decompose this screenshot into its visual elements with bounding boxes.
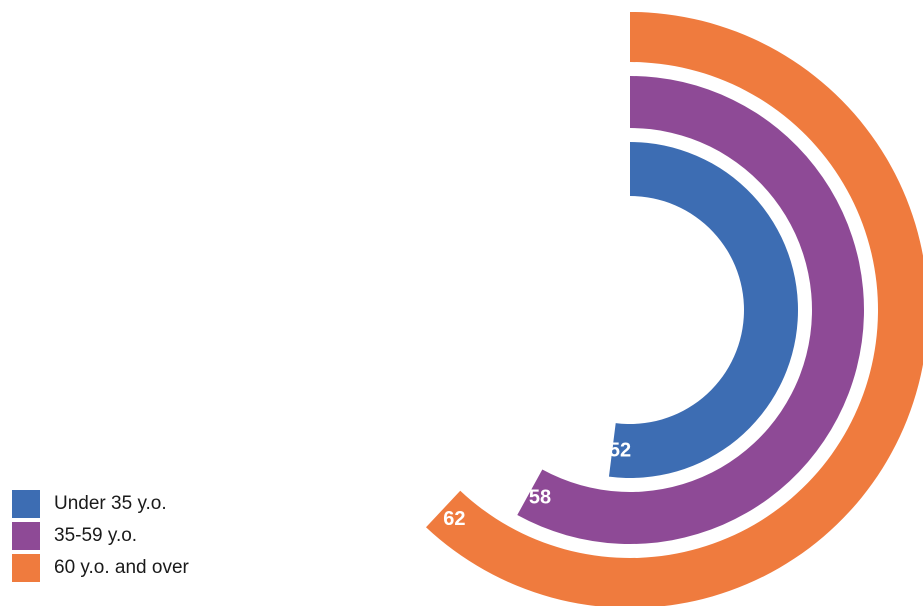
legend-item-under-35: Under 35 y.o. xyxy=(12,488,189,520)
value-label-60-and-over: 62 xyxy=(443,508,465,530)
legend-swatch-under-35 xyxy=(12,490,40,518)
radial-bar-under-35 xyxy=(608,142,799,478)
legend-item-35-59: 35-59 y.o. xyxy=(12,520,189,552)
value-label-35-59: 58 xyxy=(529,487,551,509)
legend-label-under-35: Under 35 y.o. xyxy=(54,493,167,514)
value-label-under-35: 52 xyxy=(609,440,631,462)
legend-swatch-60-and-over xyxy=(12,554,40,582)
radial-bar-35-59 xyxy=(517,76,864,544)
legend-label-35-59: 35-59 y.o. xyxy=(54,525,138,546)
legend: Under 35 y.o. 35-59 y.o. 60 y.o. and ove… xyxy=(12,488,189,584)
legend-item-60-and-over: 60 y.o. and over xyxy=(12,552,189,584)
legend-label-60-and-over: 60 y.o. and over xyxy=(54,557,189,578)
legend-swatch-35-59 xyxy=(12,522,40,550)
radial-bar-60-and-over xyxy=(426,12,923,606)
